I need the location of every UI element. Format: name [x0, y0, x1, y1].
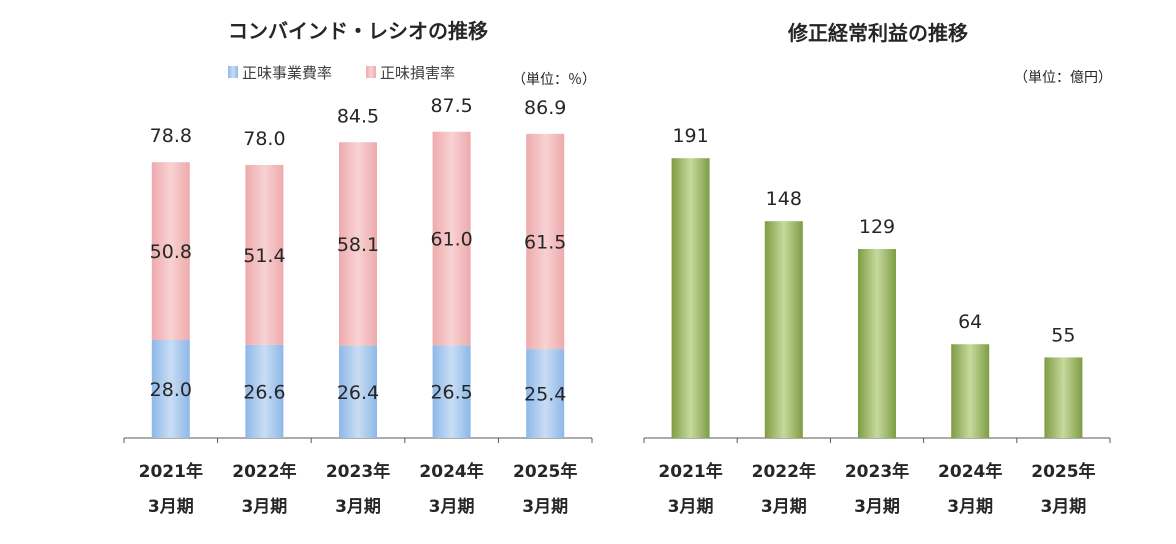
- bar-segment-expense-ratio: [339, 345, 377, 438]
- adjusted-profit-chart: 修正経常利益の推移 （単位：億円） 191 2021年 3月期 148 2022年 3月期…: [643, 21, 1112, 517]
- x-tick-label-year: 2025年: [1031, 461, 1095, 482]
- data-label-value: 129: [859, 216, 895, 238]
- x-tick-label-year: 2024年: [419, 461, 483, 482]
- bar-segment-loss-ratio: [432, 131, 471, 346]
- bar-segment-expense-ratio: [526, 349, 565, 438]
- x-tick-label-year: 2021年: [139, 461, 203, 482]
- data-label-value: 191: [672, 125, 708, 147]
- bar-segment-expense-ratio: [432, 345, 471, 438]
- data-label-expense-ratio: 26.6: [243, 381, 285, 403]
- combined-ratio-legend: 正味事業費率 正味損害率: [228, 64, 455, 82]
- data-label-loss-ratio: 51.4: [243, 245, 285, 267]
- data-label-total: 87.5: [430, 95, 472, 117]
- x-tick-label-year: 2022年: [232, 461, 296, 482]
- data-label-loss-ratio: 50.8: [150, 241, 192, 263]
- data-label-value: 148: [766, 188, 802, 210]
- x-tick-label-period: 3月期: [854, 497, 900, 517]
- legend-label-expense: 正味事業費率: [242, 64, 332, 82]
- combined-ratio-unit: （単位：％）: [512, 72, 596, 88]
- x-tick-label-year: 2025年: [513, 461, 577, 482]
- combined-ratio-title: コンバインド・レシオの推移: [228, 19, 488, 43]
- bar-segment-loss-ratio: [245, 165, 284, 345]
- x-tick-label-year: 2021年: [658, 461, 722, 482]
- x-tick-label-year: 2024年: [938, 461, 1002, 482]
- data-label-value: 55: [1051, 324, 1075, 346]
- x-tick-label-period: 3月期: [668, 497, 714, 517]
- combined-ratio-plot: 28.0 50.8 78.8 2021年 3月期 26.6 51.4 78.0 2022年 3月期…: [123, 95, 593, 517]
- legend-label-loss: 正味損害率: [380, 64, 455, 82]
- bar-segment-loss-ratio: [526, 133, 565, 350]
- x-tick-label-period: 3月期: [947, 497, 993, 517]
- data-label-expense-ratio: 26.4: [337, 382, 379, 404]
- bar-adjusted-profit: [671, 158, 710, 438]
- data-label-total: 78.8: [150, 125, 192, 147]
- data-label-expense-ratio: 26.5: [430, 382, 472, 404]
- data-label-total: 78.0: [243, 128, 285, 150]
- x-tick-label-period: 3月期: [1040, 497, 1086, 517]
- adjusted-profit-unit: （単位：億円）: [1014, 70, 1112, 86]
- data-label-total: 84.5: [337, 105, 379, 127]
- bar-adjusted-profit: [764, 221, 803, 438]
- data-label-expense-ratio: 28.0: [150, 379, 192, 401]
- data-label-value: 64: [958, 311, 982, 333]
- bar-adjusted-profit: [1044, 357, 1083, 438]
- x-tick-label-year: 2022年: [752, 461, 816, 482]
- bar-segment-loss-ratio: [151, 162, 190, 340]
- data-label-total: 86.9: [524, 97, 566, 119]
- adjusted-profit-title: 修正経常利益の推移: [787, 21, 968, 45]
- bar-adjusted-profit: [951, 344, 990, 438]
- bar-adjusted-profit: [858, 249, 896, 438]
- x-tick-label-period: 3月期: [522, 497, 568, 517]
- x-tick-label-year: 2023年: [326, 461, 390, 482]
- x-tick-label-period: 3月期: [335, 497, 381, 517]
- data-label-loss-ratio: 58.1: [337, 234, 379, 256]
- adjusted-profit-plot: 191 2021年 3月期 148 2022年 3月期 129 2023年 3月期 64 2024年…: [643, 125, 1111, 517]
- x-tick-label-period: 3月期: [148, 497, 194, 517]
- bar-segment-loss-ratio: [339, 142, 377, 346]
- legend-swatch-expense: [228, 66, 238, 78]
- data-label-expense-ratio: 25.4: [524, 384, 566, 406]
- data-label-loss-ratio: 61.5: [524, 231, 566, 253]
- combined-ratio-chart: コンバインド・レシオの推移 正味事業費率 正味損害率 （単位：％） 28.0 50…: [123, 19, 596, 517]
- x-tick-label-period: 3月期: [241, 497, 287, 517]
- data-label-loss-ratio: 61.0: [430, 229, 472, 251]
- x-tick-label-period: 3月期: [429, 497, 475, 517]
- bar-segment-expense-ratio: [151, 340, 190, 438]
- x-tick-label-year: 2023年: [845, 461, 909, 482]
- x-tick-label-period: 3月期: [761, 497, 807, 517]
- legend-swatch-loss: [366, 66, 376, 78]
- bar-segment-expense-ratio: [245, 344, 284, 438]
